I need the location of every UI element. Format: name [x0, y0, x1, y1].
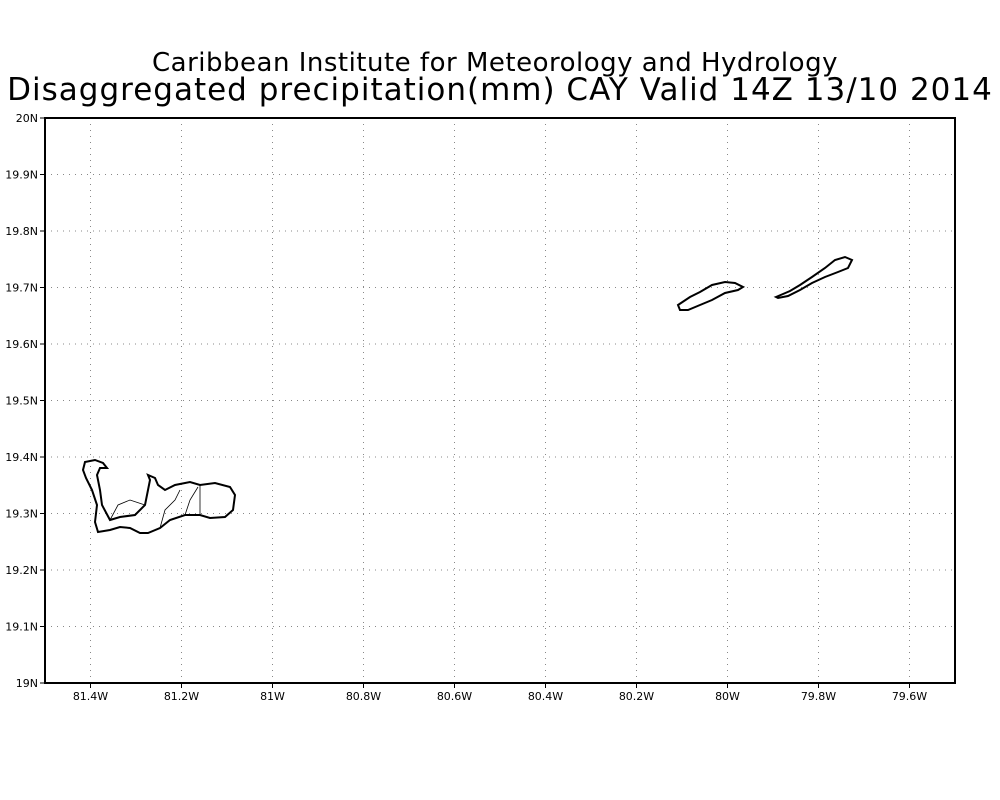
- y-tick-label: 19.9N: [5, 169, 38, 182]
- district-boundary: [184, 486, 199, 516]
- x-tick-label: 81.4W: [73, 690, 108, 703]
- island-cayman-brac: [773, 255, 854, 300]
- y-tick-label: 19.1N: [5, 621, 38, 634]
- y-tick-label: 19.8N: [5, 225, 38, 238]
- title-product: Disaggregated precipitation(mm) CAY Vali…: [7, 72, 993, 108]
- x-tick-label: 81W: [260, 690, 285, 703]
- title-institute: Caribbean Institute for Meteorology and …: [152, 48, 838, 78]
- x-tick-label: 80.4W: [528, 690, 563, 703]
- x-tick-label: 80.6W: [437, 690, 472, 703]
- x-tick-label: 80.8W: [346, 690, 381, 703]
- district-boundary: [159, 489, 181, 529]
- y-tick-label: 19N: [16, 677, 38, 690]
- axis-ticks: 81.4W 81.2W 81W 80.8W 80.6W 80.4W 80.2W 80W 79.8…: [5, 112, 927, 703]
- x-tick-label: 79.6W: [892, 690, 927, 703]
- y-tick-label: 20N: [16, 112, 38, 125]
- y-tick-label: 19.2N: [5, 564, 38, 577]
- y-tick-label: 19.6N: [5, 338, 38, 351]
- x-tick-label: 80W: [715, 690, 740, 703]
- x-tick-label: 80.2W: [619, 690, 654, 703]
- y-tick-label: 19.7N: [5, 282, 38, 295]
- y-tick-label: 19.3N: [5, 508, 38, 521]
- gridlines: [45, 118, 955, 683]
- y-tick-label: 19.4N: [5, 451, 38, 464]
- island-little-cayman: [676, 280, 746, 311]
- district-boundaries: [109, 499, 146, 521]
- x-tick-label: 81.2W: [164, 690, 199, 703]
- coastlines: [81, 255, 854, 534]
- y-tick-label: 19.5N: [5, 395, 38, 408]
- x-tick-label: 79.8W: [801, 690, 836, 703]
- island-grand-cayman: [81, 458, 237, 534]
